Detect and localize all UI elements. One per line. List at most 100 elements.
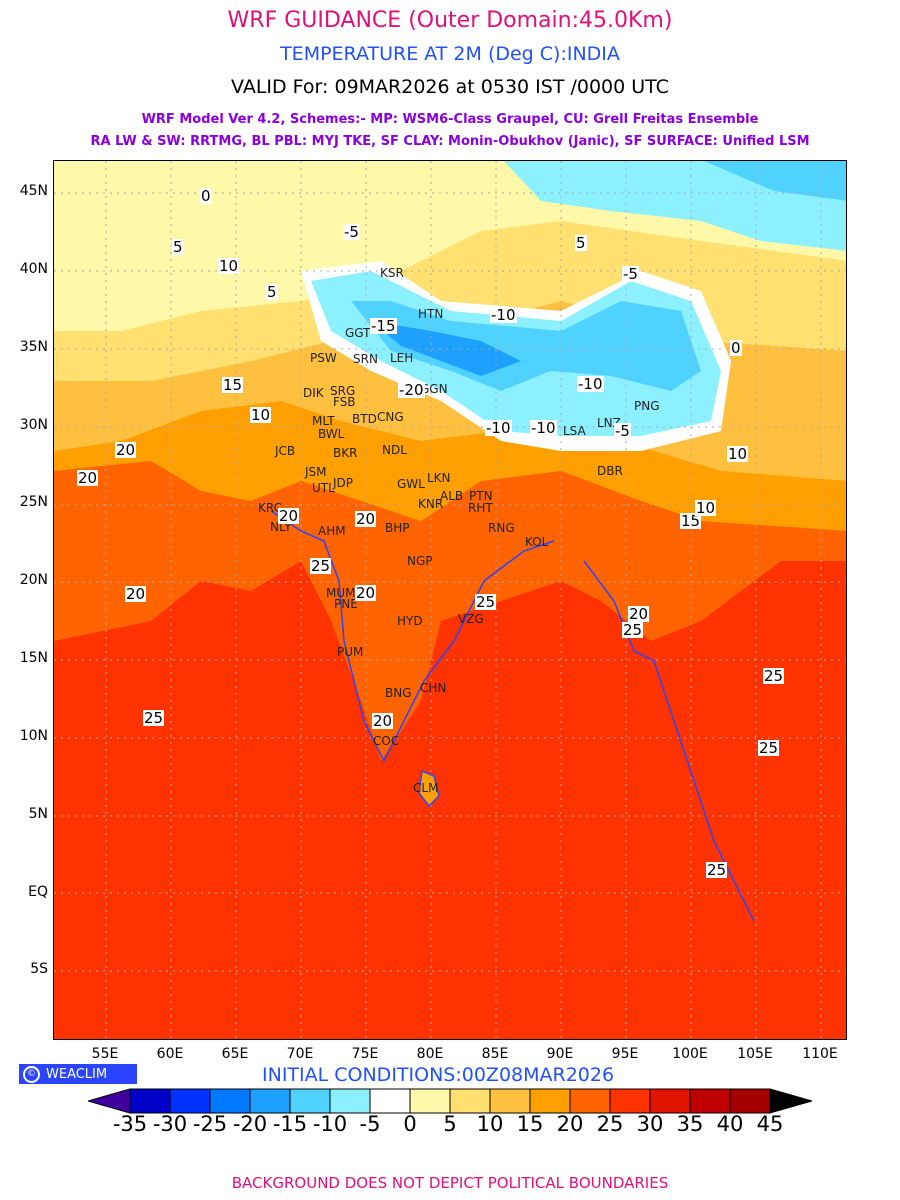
lat-tick: 5N <box>28 806 48 822</box>
city-label: PSW <box>310 351 337 365</box>
contour-label: -10 <box>577 375 604 393</box>
contour-label: 10 <box>695 499 717 517</box>
city-label: PUM <box>337 645 364 659</box>
lon-tick: 70E <box>286 1046 314 1062</box>
colorbar-swatch <box>729 1088 771 1114</box>
contour-label: 20 <box>355 584 377 602</box>
valid-time: VALID For: 09MAR2026 at 0530 IST /0000 U… <box>231 76 669 98</box>
contour-label: 20 <box>628 605 650 623</box>
city-label: BNG <box>385 686 412 700</box>
colorbar-label: -5 <box>359 1112 381 1136</box>
colorbar-swatch <box>489 1088 531 1114</box>
lon-tick: 60E <box>156 1046 184 1062</box>
colorbar-under-arrow <box>88 1088 131 1114</box>
model-info-line1: WRF Model Ver 4.2, Schemes:- MP: WSM6-Cl… <box>141 112 759 127</box>
lon-tick: 105E <box>737 1046 773 1062</box>
lat-tick: 5S <box>30 961 48 977</box>
colorbar-swatch <box>329 1088 371 1114</box>
contour-label: -10 <box>485 419 512 437</box>
contour-label: 25 <box>622 621 644 639</box>
contour-label: 25 <box>763 667 785 685</box>
contour-label: 25 <box>143 709 165 727</box>
city-label: CHN <box>420 681 447 695</box>
lon-tick: 100E <box>672 1046 708 1062</box>
india-coastline <box>270 510 555 763</box>
contour-label: 20 <box>355 510 377 528</box>
contour-label: -10 <box>490 306 517 324</box>
colorbar-swatch <box>209 1088 251 1114</box>
contour-label: 25 <box>758 739 780 757</box>
city-label: LKN <box>427 471 451 485</box>
contour-label: -5 <box>622 265 639 283</box>
city-label: MLT <box>312 414 335 428</box>
contour-label: -20 <box>398 381 425 399</box>
colorbar-label: -10 <box>312 1112 348 1136</box>
contour-label: 20 <box>125 585 147 603</box>
colorbar-label: 30 <box>636 1112 664 1136</box>
city-label: KSR <box>380 266 404 280</box>
city-label: KRC <box>258 501 282 515</box>
city-label: BWL <box>318 427 345 441</box>
city-label: PTN <box>469 489 493 503</box>
city-label: LSA <box>563 424 586 438</box>
lon-tick: 90E <box>546 1046 574 1062</box>
city-label: MUM <box>326 586 356 600</box>
city-label: DIK <box>303 386 324 400</box>
city-label: GWL <box>397 477 425 491</box>
contour-label: 25 <box>310 557 332 575</box>
city-label: GGN <box>420 382 448 396</box>
contour-label: 15 <box>222 376 244 394</box>
city-label: CNG <box>377 410 404 424</box>
city-label: GGT <box>345 326 371 340</box>
lon-tick: 85E <box>481 1046 509 1062</box>
colorbar-swatch <box>689 1088 731 1114</box>
city-label: LEH <box>390 351 414 365</box>
colorbar-label: 45 <box>756 1112 784 1136</box>
contour-label: 20 <box>77 469 99 487</box>
colorbar-label: 40 <box>716 1112 744 1136</box>
contour-label: -5 <box>614 422 631 440</box>
colorbar-label: -35 <box>112 1112 148 1136</box>
colorbar-swatch <box>129 1088 171 1114</box>
seasia-coastline <box>583 560 755 922</box>
colorbar-label: 15 <box>516 1112 544 1136</box>
city-label: JSM <box>305 465 327 479</box>
contour-label: 10 <box>250 406 272 424</box>
city-label: NDL <box>382 443 407 457</box>
city-label: SRN <box>353 352 378 366</box>
colorbar-label: 35 <box>676 1112 704 1136</box>
colorbar-label: 20 <box>556 1112 584 1136</box>
contour-label: 10 <box>218 257 240 275</box>
temperature-map <box>53 160 847 1040</box>
colorbar-label: -20 <box>232 1112 268 1136</box>
initial-conditions: INITIAL CONDITIONS:00Z08MAR2026 <box>262 1064 615 1086</box>
city-label: PNG <box>634 399 660 413</box>
city-label: JDP <box>333 476 354 490</box>
colorbar-swatch <box>169 1088 211 1114</box>
colorbar-swatch <box>369 1088 411 1114</box>
city-label: AHM <box>318 524 346 538</box>
city-label: HTN <box>418 307 444 321</box>
city-label: RHT <box>468 501 493 515</box>
colorbar-label: 0 <box>403 1112 417 1136</box>
contour-label: 25 <box>475 593 497 611</box>
city-label: JCB <box>275 444 296 458</box>
lon-tick: 80E <box>416 1046 444 1062</box>
colorbar-swatch <box>289 1088 331 1114</box>
lat-tick: 35N <box>19 339 48 355</box>
contour-label: 0 <box>730 339 742 357</box>
lon-tick: 75E <box>351 1046 379 1062</box>
city-label: NGP <box>407 554 433 568</box>
city-label: CLM <box>413 781 439 795</box>
colorbar-swatch <box>529 1088 571 1114</box>
contour-label: 20 <box>278 507 300 525</box>
lat-tick: 25N <box>19 494 48 510</box>
city-label: KOL <box>525 535 549 549</box>
lat-tick: 20N <box>19 572 48 588</box>
lat-tick: 45N <box>19 183 48 199</box>
zone-minus15-minus10 <box>351 301 701 391</box>
city-label: HYD <box>397 614 423 628</box>
temperature-fill <box>54 161 846 1039</box>
footer-note: BACKGROUND DOES NOT DEPICT POLITICAL BOU… <box>231 1174 669 1192</box>
chart-subtitle: TEMPERATURE AT 2M (Deg C):INDIA <box>280 43 620 65</box>
